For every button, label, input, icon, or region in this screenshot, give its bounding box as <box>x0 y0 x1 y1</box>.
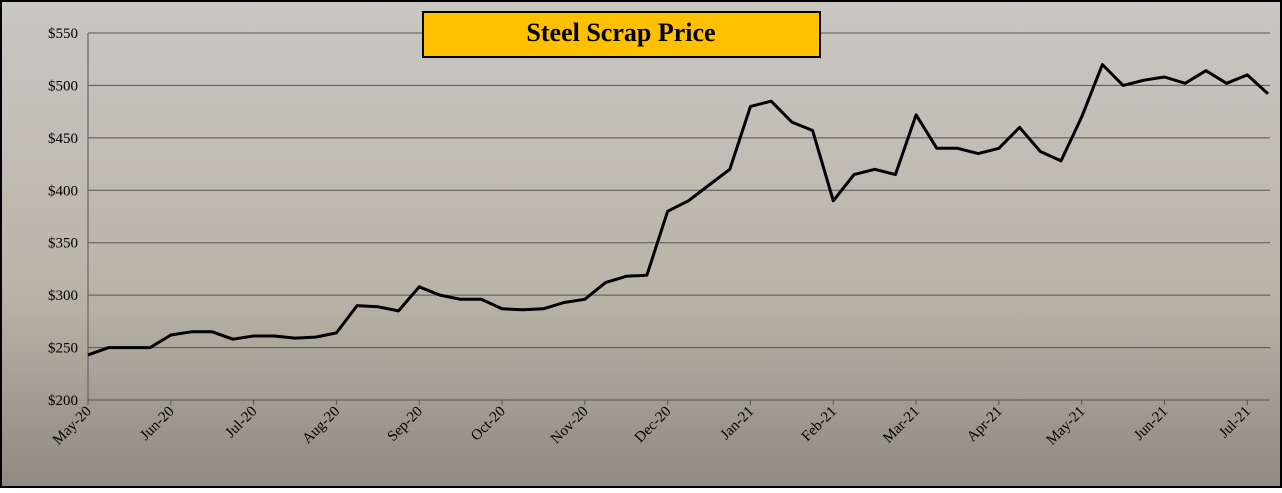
y-tick-label: $350 <box>48 236 78 252</box>
y-tick-label: $450 <box>48 131 78 147</box>
y-tick-label: $550 <box>48 26 78 42</box>
y-tick-label: $200 <box>48 393 78 409</box>
chart: $200$250$300$350$400$450$500$550May-20Ju… <box>0 0 1282 488</box>
background <box>0 0 1282 488</box>
y-tick-label: $250 <box>48 341 78 357</box>
y-tick-label: $300 <box>48 288 78 304</box>
y-tick-label: $400 <box>48 183 78 199</box>
y-tick-label: $500 <box>48 78 78 94</box>
chart-title: Steel Scrap Price <box>526 18 715 47</box>
